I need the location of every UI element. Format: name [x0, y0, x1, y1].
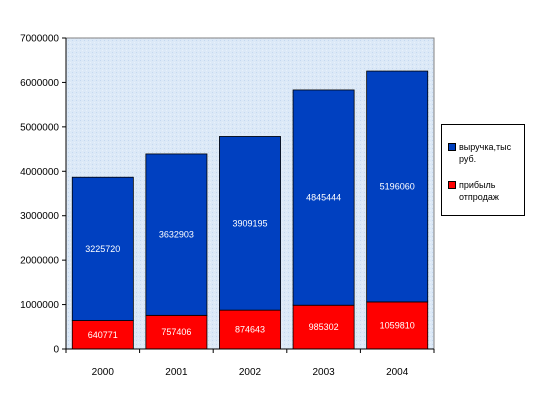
bar-profit-2000	[71, 320, 134, 350]
data-label-profit-2000: 640771	[88, 330, 118, 340]
y-tick-label: 2000000	[20, 256, 59, 267]
legend: выручка,тыс руб. прибыль отпродаж	[441, 124, 525, 216]
y-tick-label: 5000000	[20, 122, 59, 133]
data-label-revenue-2000: 3225720	[85, 244, 120, 254]
bar-revenue-2001	[145, 153, 208, 316]
legend-swatch-profit	[448, 181, 456, 189]
legend-swatch-revenue	[448, 143, 456, 151]
y-tick-label: 7000000	[20, 34, 59, 45]
data-label-revenue-2003: 4845444	[306, 193, 341, 203]
x-tick-label: 2001	[165, 367, 188, 378]
x-tick-label: 2004	[386, 367, 409, 378]
data-label-profit-2002: 874643	[235, 325, 265, 335]
data-label-profit-2003: 985302	[309, 322, 339, 332]
data-label-revenue-2001: 3632903	[159, 230, 194, 240]
x-tick-label: 2000	[92, 367, 115, 378]
y-tick-label: 4000000	[20, 167, 59, 178]
bar-revenue-2003	[292, 89, 355, 306]
y-tick-label: 1000000	[20, 300, 59, 311]
data-label-revenue-2002: 3909195	[232, 218, 267, 228]
y-tick-label: 3000000	[20, 211, 59, 222]
y-tick-label: 0	[53, 345, 59, 356]
bar-revenue-2002	[219, 136, 281, 311]
data-label-revenue-2004: 5196060	[380, 181, 415, 191]
bar-revenue-2000	[71, 176, 134, 321]
x-tick-label: 2002	[239, 367, 262, 378]
legend-label-revenue: выручка,тыс руб.	[459, 142, 512, 164]
bar-profit-2002	[219, 309, 281, 350]
bar-revenue-2004	[366, 70, 429, 303]
data-label-profit-2004: 1059810	[380, 320, 415, 330]
data-label-profit-2001: 757406	[161, 327, 191, 337]
y-tick-label: 6000000	[20, 78, 59, 89]
x-tick-label: 2003	[312, 367, 335, 378]
legend-label-profit: прибыль отпродаж	[459, 180, 499, 202]
